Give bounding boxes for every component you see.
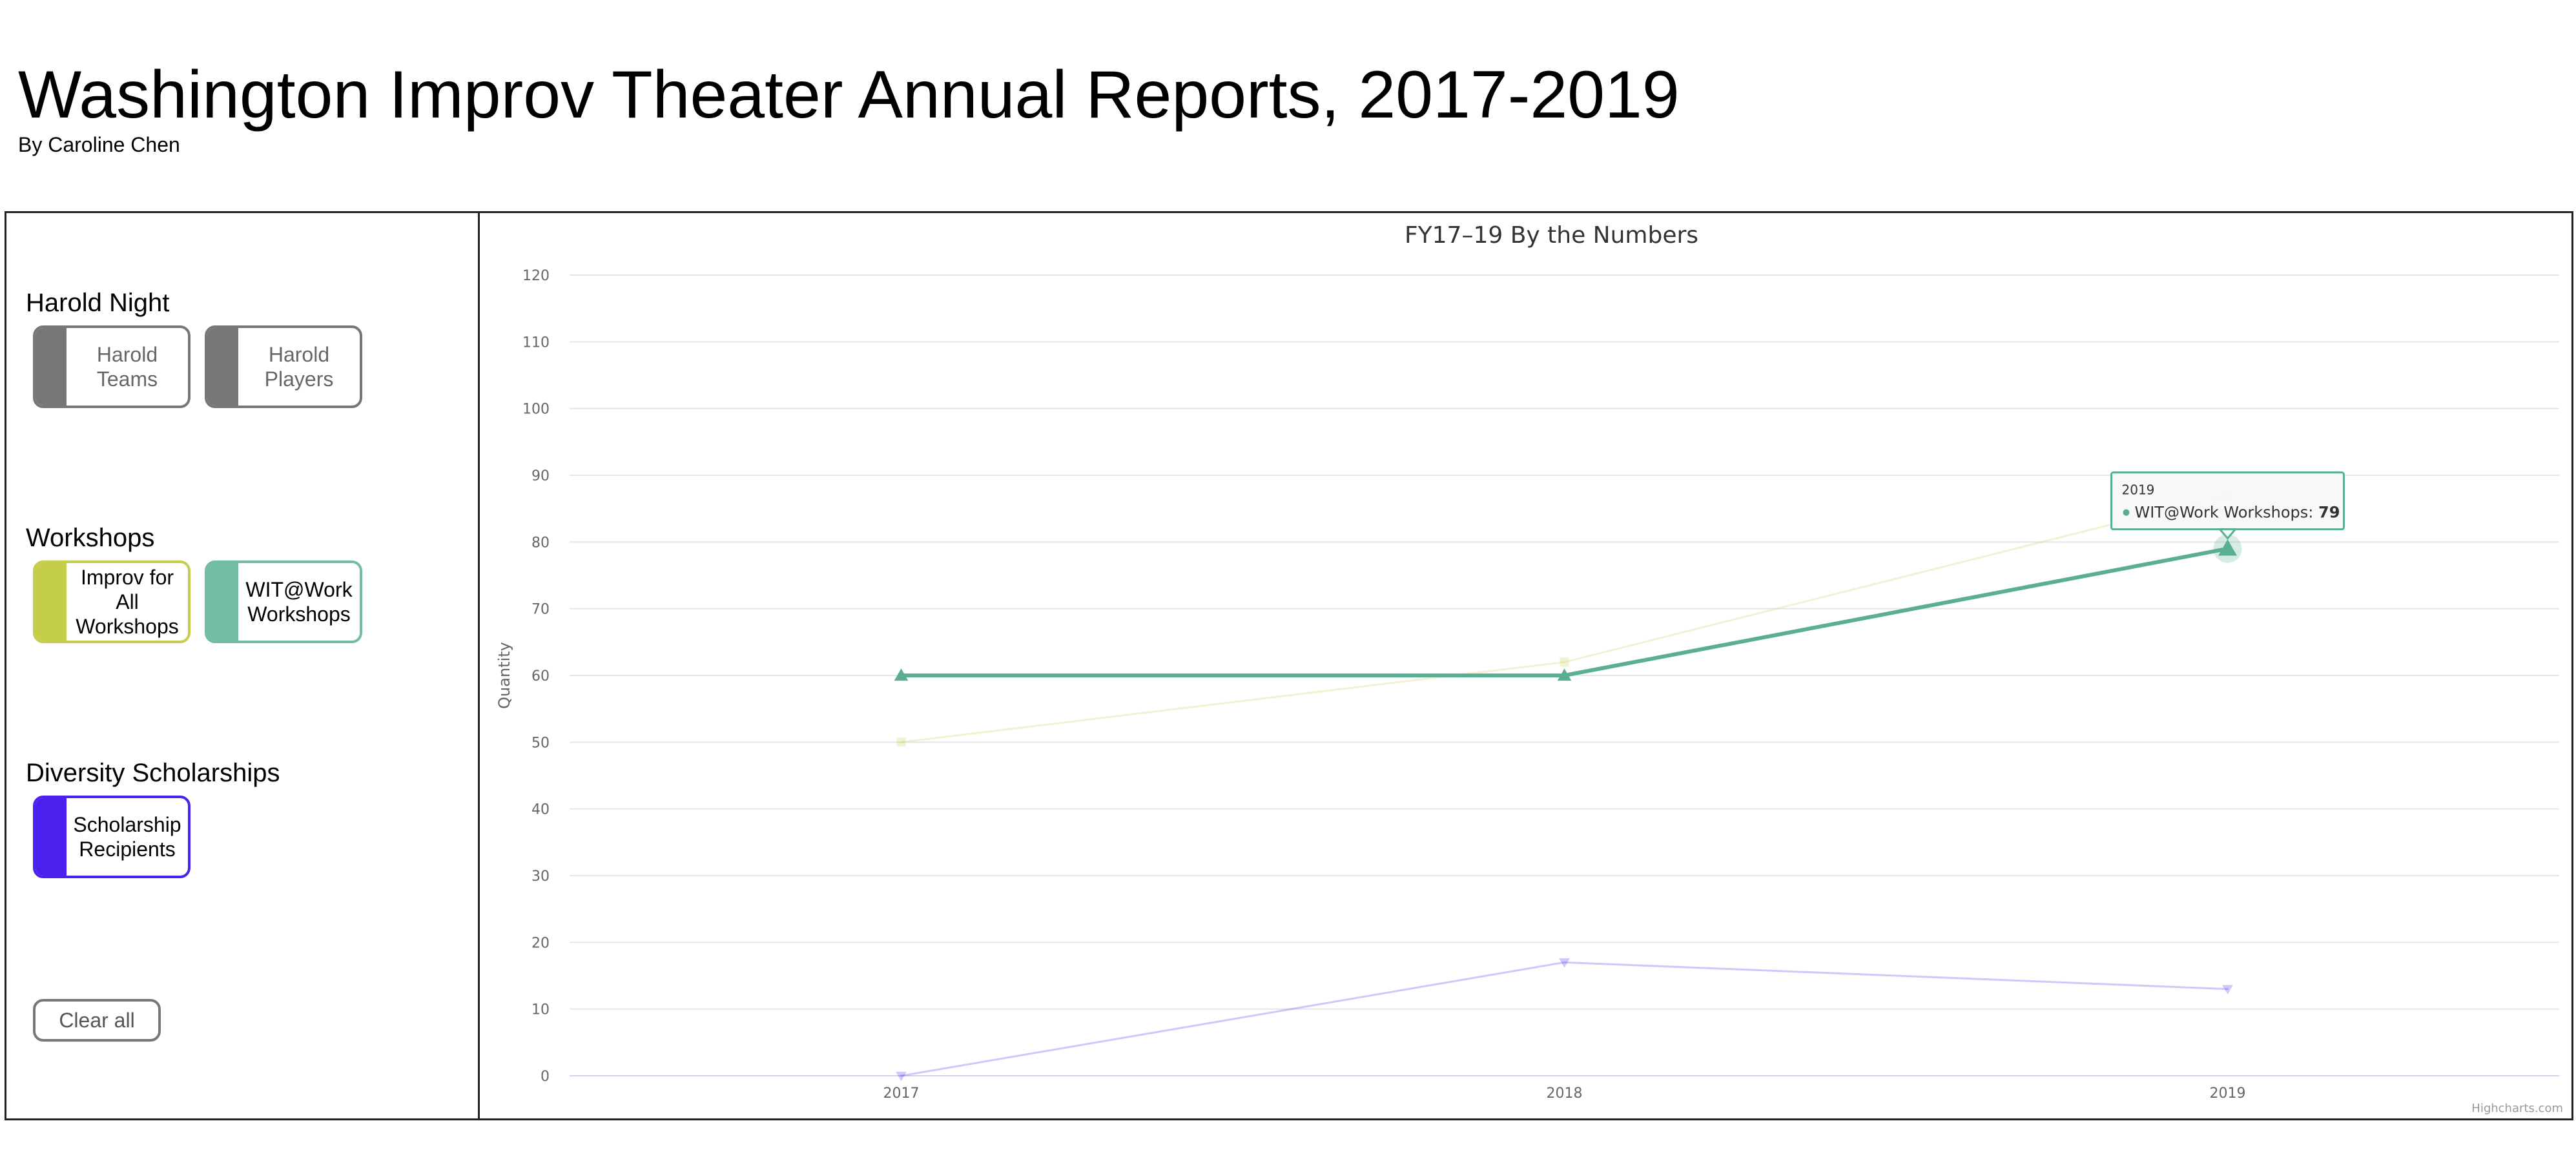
data-point bbox=[1560, 657, 1569, 667]
dashboard-panel: Harold Night Harold Teams Harold Players… bbox=[5, 211, 2573, 1120]
color-swatch bbox=[36, 798, 67, 876]
tooltip-series-name: WIT@Work Workshops: bbox=[2135, 504, 2319, 522]
y-axis-title: Quantity bbox=[495, 642, 513, 709]
toggle-harold-players[interactable]: Harold Players bbox=[205, 325, 362, 408]
toggle-harold-teams[interactable]: Harold Teams bbox=[33, 325, 191, 408]
y-tick-label: 50 bbox=[531, 735, 550, 751]
group-title-workshops: Workshops bbox=[26, 524, 155, 552]
data-point bbox=[1559, 958, 1570, 968]
series-line bbox=[899, 546, 2230, 677]
x-tick-label: 2017 bbox=[883, 1085, 920, 1102]
chart-credits: Highcharts.com bbox=[2471, 1102, 2563, 1115]
color-swatch bbox=[36, 563, 67, 641]
y-tick-label: 70 bbox=[531, 602, 550, 618]
tooltip-text: WIT@Work Workshops: 79 bbox=[2135, 504, 2340, 522]
y-tick-label: 100 bbox=[522, 402, 550, 418]
y-tick-label: 20 bbox=[531, 935, 550, 951]
y-tick-label: 110 bbox=[522, 334, 550, 351]
tooltip-pointer bbox=[2218, 528, 2238, 540]
group-title-harold-night: Harold Night bbox=[26, 289, 170, 317]
toggle-label: Scholarship Recipients bbox=[73, 813, 181, 861]
toggle-wit-at-work-workshops[interactable]: WIT@Work Workshops bbox=[205, 561, 362, 643]
toggle-label: Harold Players bbox=[264, 343, 334, 391]
data-point bbox=[1557, 668, 1572, 681]
data-point bbox=[2222, 985, 2233, 995]
y-tick-label: 90 bbox=[531, 468, 550, 484]
toggle-label: Harold Teams bbox=[96, 343, 158, 391]
clear-all-button[interactable]: Clear all bbox=[33, 999, 161, 1042]
tooltip-series-dot bbox=[2123, 509, 2130, 516]
toggle-improv-for-all-workshops[interactable]: Improv for All Workshops bbox=[33, 561, 191, 643]
series-line bbox=[900, 494, 2229, 743]
toggle-scholarship-recipients[interactable]: Scholarship Recipients bbox=[33, 796, 191, 878]
data-point bbox=[894, 668, 909, 681]
y-tick-label: 60 bbox=[531, 668, 550, 684]
x-tick-label: 2018 bbox=[1547, 1085, 1583, 1102]
filter-sidebar: Harold Night Harold Teams Harold Players… bbox=[6, 213, 480, 1118]
y-tick-label: 30 bbox=[531, 869, 550, 885]
x-tick-label: 2019 bbox=[2210, 1085, 2246, 1102]
line-chart: FY17–19 By the Numbers 0 10 20 30 40 50 60 70 80 9… bbox=[495, 222, 2563, 1115]
toggle-label: WIT@Work Workshops bbox=[245, 578, 353, 626]
color-swatch bbox=[207, 563, 238, 641]
data-point bbox=[896, 737, 906, 747]
hovered-point bbox=[2218, 539, 2237, 556]
y-tick-label: 0 bbox=[541, 1069, 550, 1085]
y-tick-label: 10 bbox=[531, 1002, 550, 1018]
toggle-label: Improv for All Workshops bbox=[76, 566, 179, 638]
tooltip-value: 79 bbox=[2318, 504, 2340, 522]
chart-area: FY17–19 By the Numbers 0 10 20 30 40 50 60 70 80 9… bbox=[480, 213, 2571, 1118]
tooltip-category: 2019 bbox=[2122, 482, 2155, 498]
chart-title: FY17–19 By the Numbers bbox=[1405, 222, 1698, 249]
y-tick-label: 120 bbox=[522, 268, 550, 284]
y-tick-label: 80 bbox=[531, 535, 550, 551]
color-swatch bbox=[36, 328, 67, 406]
page-title: Washington Improv Theater Annual Reports… bbox=[18, 57, 1680, 132]
series-line bbox=[900, 961, 2229, 1077]
group-title-diversity-scholarships: Diversity Scholarships bbox=[26, 759, 280, 787]
color-swatch bbox=[207, 328, 238, 406]
byline: By Caroline Chen bbox=[18, 133, 180, 156]
data-point bbox=[896, 1071, 907, 1082]
y-tick-label: 40 bbox=[531, 802, 550, 818]
